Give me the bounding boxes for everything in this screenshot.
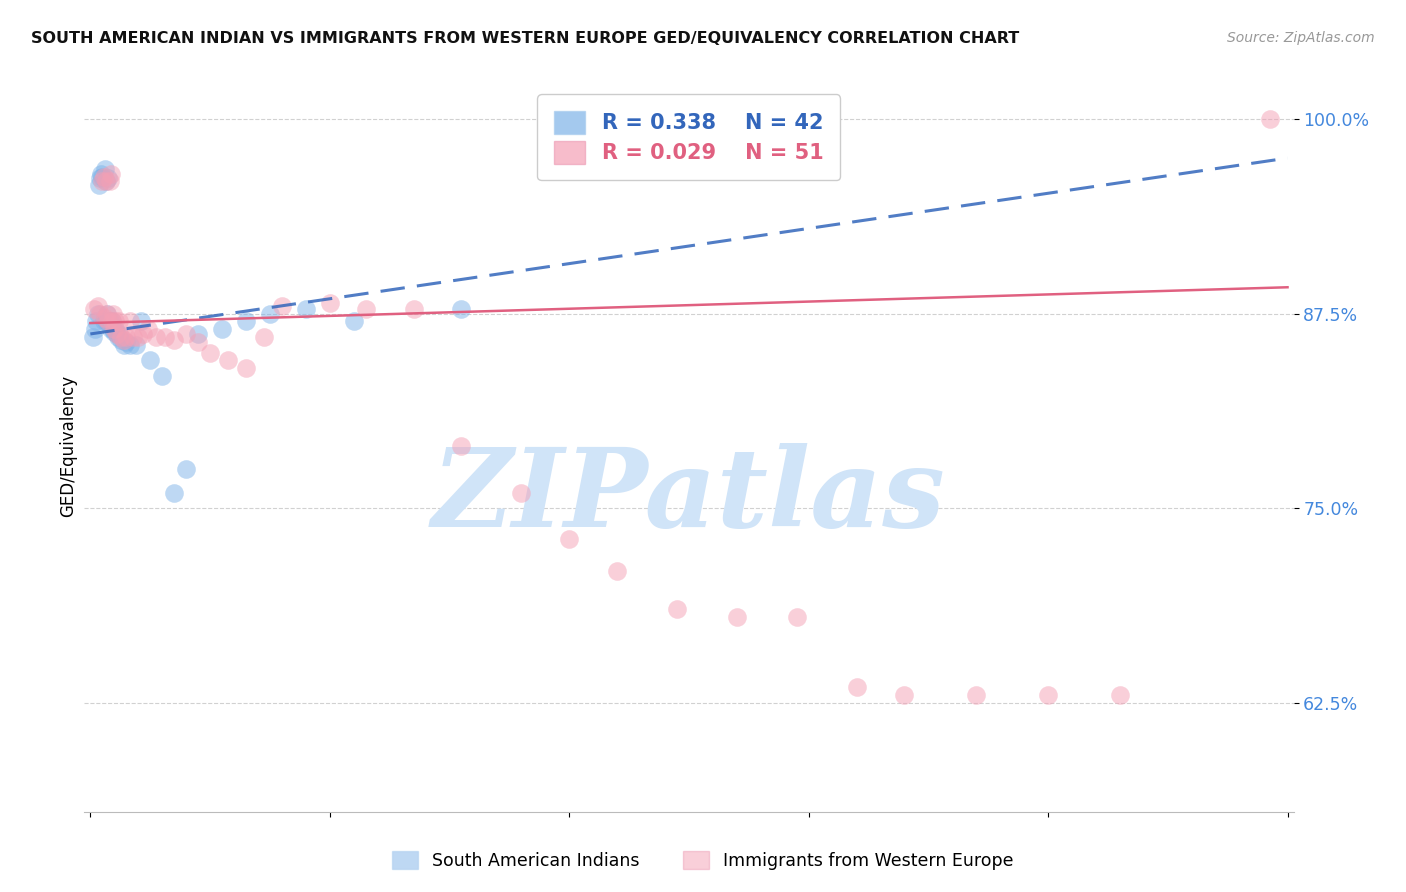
Legend: R = 0.338    N = 42, R = 0.029    N = 51: R = 0.338 N = 42, R = 0.029 N = 51 [537, 95, 841, 180]
Point [100, 167, 122, 181]
Point [786, 610, 808, 624]
Point [132, 326, 155, 341]
Point [110, 330, 132, 344]
Point [98, 174, 121, 188]
Point [129, 314, 152, 328]
Point [107, 330, 129, 344]
Point [136, 322, 159, 336]
Point [235, 314, 257, 328]
Point [108, 314, 131, 328]
Point [97, 314, 120, 328]
Point [235, 361, 257, 376]
Point [125, 338, 148, 352]
Point [101, 322, 124, 336]
Y-axis label: GED/Equivalency: GED/Equivalency [59, 375, 77, 517]
Point [510, 485, 533, 500]
Point [93, 311, 115, 326]
Point [163, 485, 186, 500]
Point [187, 326, 209, 341]
Point [145, 330, 167, 344]
Point [108, 326, 131, 341]
Point [174, 462, 197, 476]
Point [402, 301, 425, 316]
Point [450, 301, 472, 316]
Point [1258, 112, 1281, 127]
Point [253, 330, 276, 344]
Point [965, 688, 987, 702]
Point [103, 326, 125, 340]
Point [217, 353, 239, 368]
Point [94, 314, 117, 328]
Point [98, 314, 121, 328]
Point [89, 171, 111, 186]
Point [641, 151, 664, 165]
Point [105, 326, 128, 341]
Point [163, 333, 186, 347]
Point [1109, 688, 1132, 702]
Point [91, 174, 114, 188]
Point [1036, 688, 1059, 702]
Point [105, 326, 128, 341]
Point [112, 338, 135, 352]
Point [104, 314, 127, 328]
Point [87, 178, 110, 192]
Point [86, 314, 108, 328]
Point [86, 307, 108, 321]
Point [82, 330, 104, 344]
Point [211, 322, 233, 336]
Point [96, 307, 118, 321]
Point [127, 330, 149, 344]
Text: ZIPatlas: ZIPatlas [432, 443, 946, 551]
Point [187, 334, 209, 349]
Text: SOUTH AMERICAN INDIAN VS IMMIGRANTS FROM WESTERN EUROPE GED/EQUIVALENCY CORRELAT: SOUTH AMERICAN INDIAN VS IMMIGRANTS FROM… [31, 31, 1019, 46]
Point [100, 322, 122, 336]
Point [150, 368, 173, 383]
Point [893, 688, 915, 702]
Point [153, 330, 176, 344]
Point [139, 353, 162, 368]
Point [101, 307, 124, 321]
Point [90, 167, 112, 181]
Point [110, 333, 132, 347]
Point [845, 680, 868, 694]
Point [115, 330, 138, 344]
Point [89, 307, 111, 321]
Point [270, 299, 292, 313]
Point [319, 295, 342, 310]
Point [112, 333, 135, 347]
Point [94, 174, 117, 188]
Point [101, 314, 124, 328]
Point [115, 334, 138, 349]
Point [93, 169, 115, 184]
Point [84, 322, 107, 336]
Point [725, 610, 748, 624]
Point [104, 322, 127, 336]
Legend: South American Indians, Immigrants from Western Europe: South American Indians, Immigrants from … [384, 843, 1022, 879]
Point [295, 301, 318, 316]
Point [97, 171, 120, 186]
Point [606, 564, 628, 578]
Point [96, 307, 118, 321]
Point [122, 330, 145, 344]
Point [198, 345, 221, 359]
Point [93, 314, 115, 328]
Point [343, 314, 366, 328]
Point [83, 301, 105, 316]
Point [259, 307, 281, 321]
Point [103, 322, 125, 336]
Point [101, 314, 124, 328]
Point [118, 314, 141, 328]
Point [354, 301, 377, 316]
Point [450, 439, 472, 453]
Point [91, 169, 114, 184]
Point [97, 314, 120, 328]
Point [118, 338, 141, 352]
Point [94, 174, 117, 188]
Point [93, 161, 115, 176]
Point [558, 533, 581, 547]
Point [86, 299, 108, 313]
Text: Source: ZipAtlas.com: Source: ZipAtlas.com [1227, 31, 1375, 45]
Point [174, 326, 197, 341]
Point [665, 602, 688, 616]
